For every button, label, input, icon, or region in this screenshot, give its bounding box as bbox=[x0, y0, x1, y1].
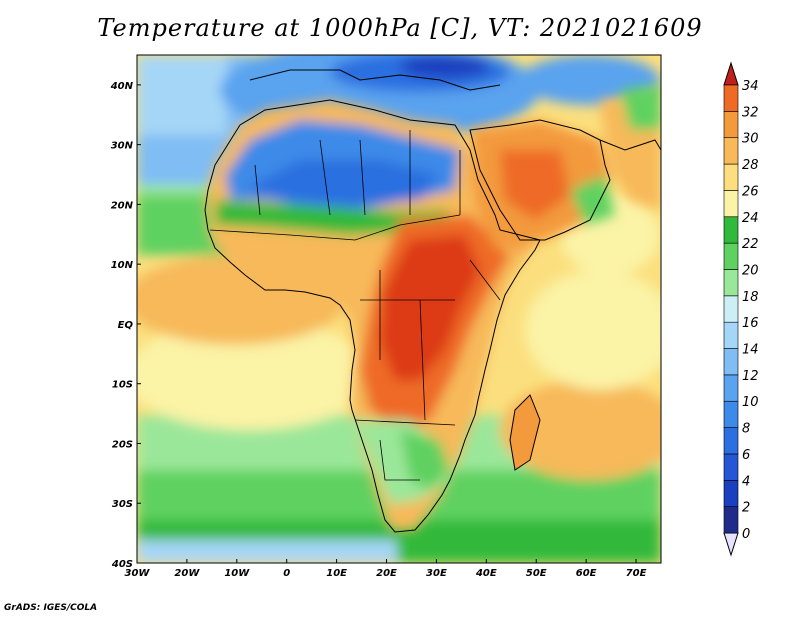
madagascar-land bbox=[510, 395, 540, 470]
colorbar-swatch bbox=[723, 269, 739, 297]
lon-tick-label: 20W bbox=[174, 568, 200, 579]
colorbar-label: 8 bbox=[742, 422, 750, 437]
colorbar-label: 24 bbox=[742, 211, 759, 226]
colorbar-label: 0 bbox=[742, 527, 750, 542]
longitude-ticks: 30W 20W 10W 0 10E 20E 30E 40E 50E 60E 70E bbox=[125, 559, 647, 579]
colorbar-swatch bbox=[723, 111, 739, 139]
colorbar-label: 18 bbox=[742, 290, 759, 305]
colorbar-label: 10 bbox=[742, 395, 759, 410]
lat-tick-label: 40N bbox=[110, 81, 134, 92]
colorbar-swatch bbox=[723, 506, 739, 534]
temperature-field bbox=[137, 55, 661, 563]
grads-credit: GrADS: IGES/COLA bbox=[4, 603, 98, 613]
colorbar-label: 2 bbox=[742, 501, 750, 516]
colorbar-label: 16 bbox=[742, 316, 759, 331]
colorbar-label: 14 bbox=[742, 343, 759, 358]
coastlines bbox=[204, 69, 661, 533]
africa-land bbox=[205, 100, 535, 530]
lat-tick-label: 40S bbox=[111, 559, 133, 570]
colorbar-label: 6 bbox=[742, 448, 750, 463]
lat-tick-label: 20S bbox=[112, 439, 133, 450]
colorbar-label: 26 bbox=[742, 184, 759, 199]
colorbar-swatch bbox=[723, 163, 739, 191]
lon-tick-label: 30E bbox=[426, 568, 447, 579]
colorbar-swatch bbox=[723, 137, 739, 165]
lon-tick-label: 70E bbox=[626, 568, 647, 579]
lat-tick-label: 30N bbox=[111, 141, 134, 152]
lon-tick-label: 50E bbox=[526, 568, 547, 579]
lon-tick-label: 10W bbox=[224, 568, 250, 579]
colorbar-swatch bbox=[723, 295, 739, 323]
lat-tick-label: 30S bbox=[112, 499, 133, 510]
colorbar-swatch bbox=[723, 427, 739, 455]
colorbar-swatch bbox=[723, 400, 739, 428]
lon-tick-label: 20E bbox=[376, 568, 397, 579]
lon-tick-label: 30W bbox=[125, 568, 151, 579]
colorbar-label: 34 bbox=[742, 79, 759, 94]
colorbar-swatch bbox=[723, 374, 739, 402]
colorbar-label: 28 bbox=[742, 158, 759, 173]
colorbar-label: 20 bbox=[742, 263, 759, 278]
colorbar-swatch bbox=[723, 321, 739, 349]
colorbar-under-arrow bbox=[723, 532, 739, 557]
colorbar-label: 22 bbox=[742, 237, 759, 252]
map-title: Temperature at 1000hPa [C], VT: 20210216… bbox=[97, 14, 703, 42]
colorbar-swatch bbox=[723, 453, 739, 481]
colorbar-swatch bbox=[723, 190, 739, 218]
lat-tick-label: 10N bbox=[111, 260, 134, 271]
colorbar-label: 4 bbox=[742, 474, 750, 489]
lat-tick-label: 20N bbox=[111, 200, 134, 211]
lon-tick-label: 60E bbox=[576, 568, 597, 579]
colorbar-label: 32 bbox=[742, 105, 759, 120]
lon-tick-label: 10E bbox=[326, 568, 347, 579]
colorbar-label: 30 bbox=[742, 132, 759, 147]
colorbar-swatch bbox=[723, 348, 739, 376]
latitude-ticks: 40N 30N 20N 10N EQ 10S 20S 30S 40S bbox=[110, 81, 141, 570]
colorbar-swatch bbox=[723, 242, 739, 270]
lon-tick-label: 40E bbox=[475, 568, 497, 579]
colorbar-over-arrow bbox=[723, 61, 739, 86]
colorbar-swatch bbox=[723, 479, 739, 507]
colorbar-swatch bbox=[723, 216, 739, 244]
lon-tick-label: 0 bbox=[283, 568, 290, 579]
lat-tick-label: EQ bbox=[118, 320, 134, 331]
lat-tick-label: 10S bbox=[112, 380, 133, 391]
country-borders bbox=[209, 130, 501, 481]
colorbar-swatch bbox=[723, 84, 739, 112]
colorbar-label: 12 bbox=[742, 369, 759, 384]
plot-frame bbox=[136, 54, 662, 564]
